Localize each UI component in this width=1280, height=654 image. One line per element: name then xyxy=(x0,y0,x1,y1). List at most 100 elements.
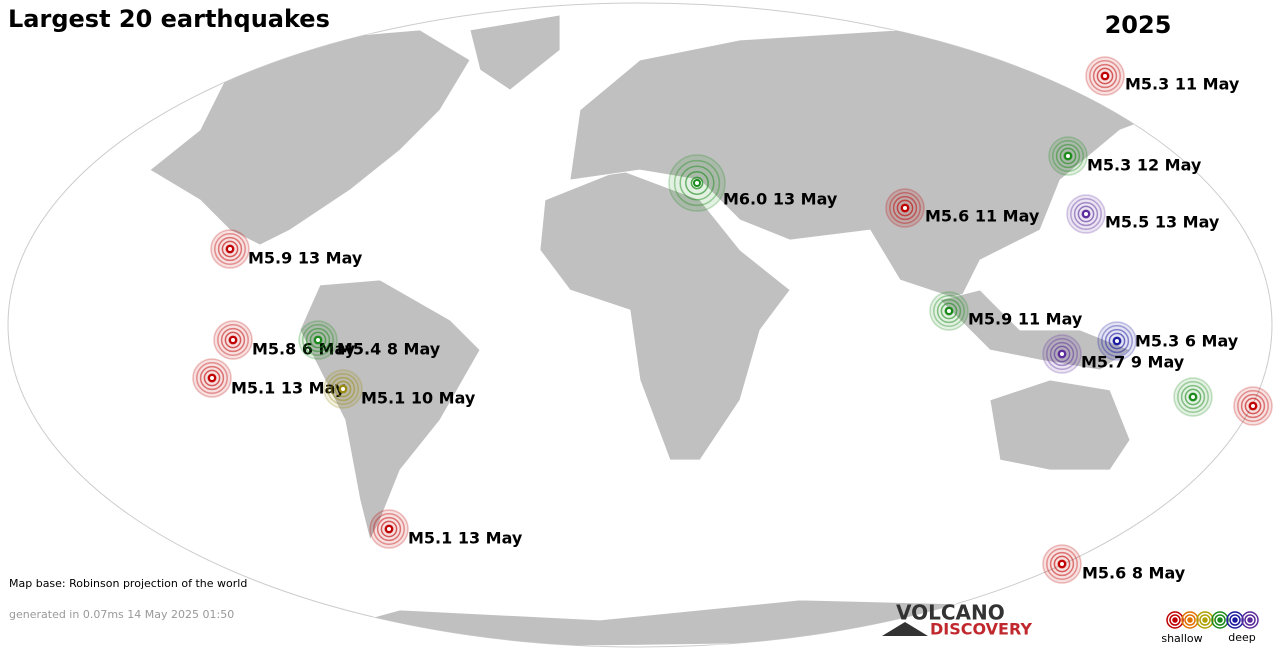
south-america xyxy=(299,279,481,542)
africa xyxy=(539,169,791,461)
quake-ring xyxy=(1055,143,1081,169)
eurasia xyxy=(569,29,1201,301)
legend-ring xyxy=(1196,611,1214,629)
quake-ring xyxy=(679,165,715,201)
quake-center xyxy=(314,336,322,344)
quake-marker xyxy=(210,229,250,269)
quake-marker xyxy=(1042,544,1082,584)
quake-ring xyxy=(889,192,921,224)
quake-ring xyxy=(896,199,914,217)
quake-center xyxy=(226,245,234,253)
legend-ring xyxy=(1199,614,1211,626)
quake-marker xyxy=(1173,377,1213,417)
quake-label: M5.3 6 May xyxy=(1135,332,1239,351)
quake-center xyxy=(1189,393,1197,401)
quake-ring xyxy=(1240,393,1266,419)
legend-ring xyxy=(1184,614,1196,626)
quake-ring xyxy=(1052,140,1084,172)
quake-ring xyxy=(373,513,405,545)
quake-center xyxy=(1058,350,1066,358)
quake-ring xyxy=(1104,328,1130,354)
generated: generated in 0.07ms 14 May 2025 01:50 xyxy=(9,608,234,621)
quake-ring xyxy=(196,362,228,394)
quake-ring xyxy=(217,236,243,262)
quake-ring xyxy=(309,331,327,349)
quake-ring xyxy=(1049,551,1075,577)
quake-marker xyxy=(929,291,969,331)
quake-ring xyxy=(203,369,221,387)
legend-ring xyxy=(1181,611,1199,629)
legend-ring xyxy=(1226,611,1244,629)
quake-ring xyxy=(1077,205,1095,223)
quake-marker xyxy=(298,320,338,360)
legend-ring xyxy=(1202,617,1208,623)
quake-ring xyxy=(690,176,704,190)
legend-shallow: shallow xyxy=(1161,632,1202,645)
quake-ring xyxy=(685,171,709,195)
quake-ring xyxy=(1049,341,1075,367)
quake-label: M5.9 11 May xyxy=(968,310,1083,329)
quake-marker xyxy=(1048,136,1088,176)
quake-center xyxy=(1064,152,1072,160)
quake-center xyxy=(693,179,701,187)
quake-ring xyxy=(334,380,352,398)
year: 2025 xyxy=(1105,11,1172,39)
quake-center xyxy=(229,336,237,344)
quake-ring xyxy=(936,298,962,324)
quake-marker xyxy=(885,188,925,228)
legend-ring xyxy=(1217,617,1223,623)
title: Largest 20 earthquakes xyxy=(8,5,330,33)
quake-center xyxy=(1101,72,1109,80)
legend-ring xyxy=(1166,611,1184,629)
quake-ring xyxy=(1073,201,1099,227)
legend-ring xyxy=(1214,614,1226,626)
quake-center xyxy=(1113,337,1121,345)
quake-ring xyxy=(1070,198,1102,230)
quake-ring xyxy=(1046,548,1078,580)
quake-label: M5.1 13 May xyxy=(408,529,523,548)
quake-ring xyxy=(1177,381,1209,413)
legend-ring xyxy=(1187,617,1193,623)
quake-ring xyxy=(1108,332,1126,350)
legend-ring xyxy=(1211,611,1229,629)
quake-label: M5.6 8 May xyxy=(1082,564,1186,583)
quake-label: M5.1 10 May xyxy=(361,389,476,408)
quake-ring xyxy=(940,302,958,320)
quake-center xyxy=(901,204,909,212)
quake-ring xyxy=(1089,60,1121,92)
map-base: Map base: Robinson projection of the wor… xyxy=(9,577,247,590)
quake-label: M5.3 12 May xyxy=(1087,156,1202,175)
quake-marker xyxy=(1097,321,1137,361)
quake-ring xyxy=(1053,345,1071,363)
legend-ring xyxy=(1172,617,1178,623)
quake-ring xyxy=(673,159,721,207)
quake-ring xyxy=(220,327,246,353)
quake-label: M5.1 13 May xyxy=(231,379,346,398)
quake-center xyxy=(945,307,953,315)
land xyxy=(149,14,1201,647)
quake-ring xyxy=(1059,147,1077,165)
quake-marker xyxy=(323,369,363,409)
quake-center xyxy=(208,374,216,382)
quake-ring xyxy=(224,331,242,349)
australia xyxy=(989,379,1131,471)
legend-ring xyxy=(1232,617,1238,623)
quake-label: M5.4 8 May xyxy=(337,340,441,359)
quake-marker xyxy=(1066,194,1106,234)
quake-center xyxy=(1249,402,1257,410)
quake-marker xyxy=(1233,386,1273,426)
quake-ring xyxy=(380,520,398,538)
quake-center xyxy=(1058,560,1066,568)
quake-center xyxy=(1082,210,1090,218)
legend-ring xyxy=(1244,614,1256,626)
logo-icon xyxy=(882,622,928,636)
quake-ring xyxy=(1180,384,1206,410)
quake-ring xyxy=(1244,397,1262,415)
quake-marker xyxy=(1085,56,1125,96)
quake-ring xyxy=(302,324,334,356)
quake-ring xyxy=(217,324,249,356)
quake-ring xyxy=(376,516,402,542)
quake-ring xyxy=(221,240,239,258)
logo-discovery: DISCOVERY xyxy=(930,620,1032,639)
